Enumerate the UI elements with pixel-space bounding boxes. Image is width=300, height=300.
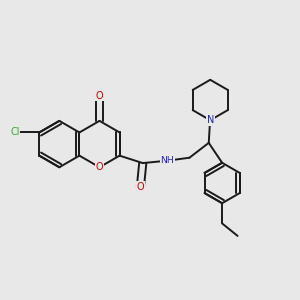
- Text: N: N: [206, 115, 214, 125]
- Text: Cl: Cl: [10, 128, 20, 137]
- Text: O: O: [136, 182, 144, 192]
- Text: NH: NH: [160, 156, 174, 165]
- Text: O: O: [96, 91, 103, 100]
- Text: O: O: [96, 162, 103, 172]
